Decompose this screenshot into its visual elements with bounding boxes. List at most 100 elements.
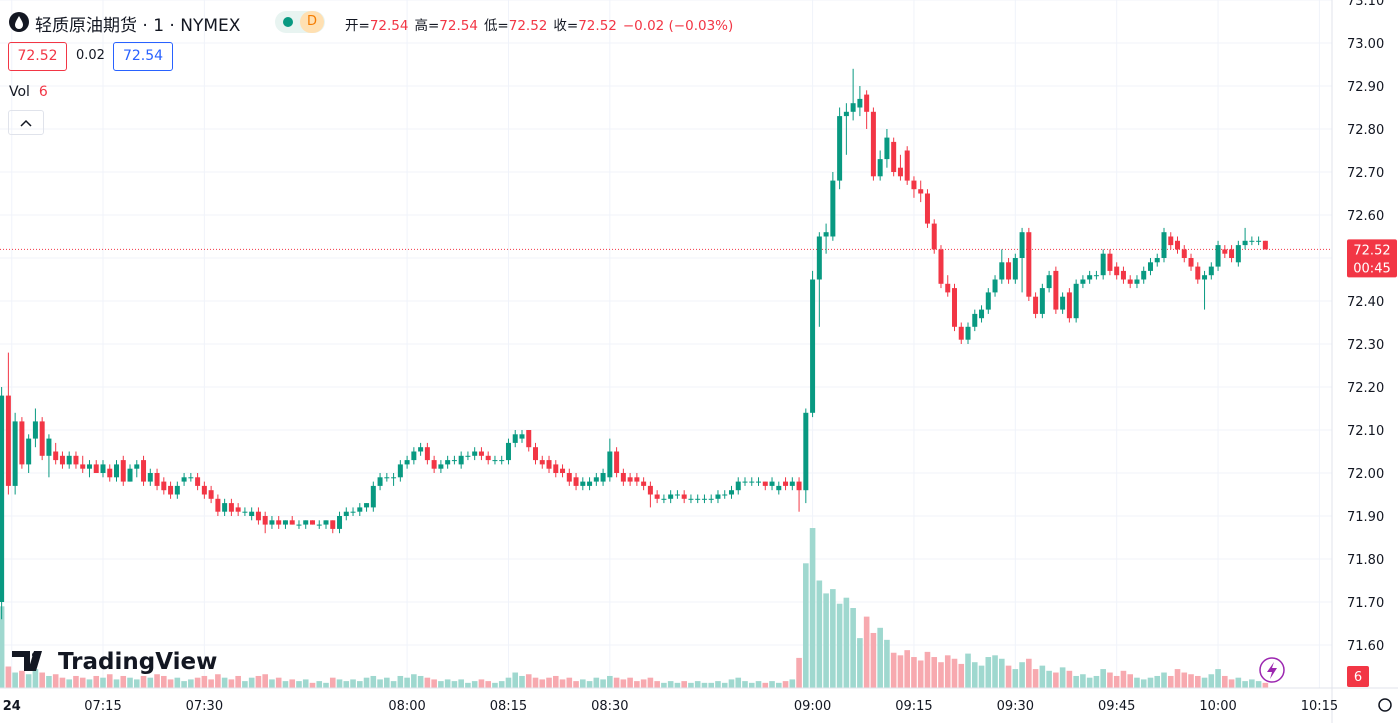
volume-bar bbox=[309, 682, 316, 688]
candle-body bbox=[0, 395, 5, 602]
candle-body bbox=[303, 520, 309, 525]
volume-tag: 6 bbox=[1354, 670, 1362, 685]
candle-body bbox=[580, 481, 586, 486]
volume-bar bbox=[1100, 669, 1106, 688]
volume-bar bbox=[593, 677, 600, 688]
candle-body bbox=[370, 485, 376, 508]
volume-bar bbox=[390, 681, 397, 688]
candle-body bbox=[668, 494, 674, 499]
volume-bar bbox=[336, 679, 343, 688]
candle-body bbox=[1120, 270, 1126, 280]
candle-body bbox=[39, 421, 45, 456]
candle-body bbox=[749, 481, 755, 483]
candle-body bbox=[1127, 279, 1133, 284]
candle-body bbox=[1046, 275, 1052, 289]
candle-body bbox=[837, 116, 843, 181]
volume-bar bbox=[539, 679, 546, 688]
candle-body bbox=[161, 481, 167, 491]
x-tick-label: 08:15 bbox=[490, 699, 527, 714]
volume-bar bbox=[559, 679, 566, 688]
candle-body bbox=[1195, 266, 1201, 280]
candle-body bbox=[1168, 236, 1174, 246]
volume-bar bbox=[600, 679, 606, 688]
candle-body bbox=[728, 490, 734, 495]
volume-bar bbox=[721, 682, 728, 688]
candle-body bbox=[134, 464, 140, 469]
candle-body bbox=[1060, 296, 1066, 310]
volume-bar bbox=[181, 681, 187, 688]
ask-button[interactable]: 72.54 bbox=[113, 42, 173, 71]
x-tick-label: 09:00 bbox=[794, 699, 831, 714]
x-tick-label: 09:30 bbox=[997, 699, 1034, 714]
volume-bar bbox=[917, 660, 924, 688]
candle-body bbox=[1080, 279, 1086, 284]
status-badge[interactable]: D bbox=[275, 11, 325, 33]
candle-body bbox=[951, 288, 957, 327]
volume-bar bbox=[133, 679, 140, 688]
volume-bar bbox=[951, 658, 958, 688]
candle-body bbox=[364, 503, 370, 508]
candle-body bbox=[870, 111, 876, 177]
candle-body bbox=[918, 189, 924, 194]
candle-body bbox=[316, 524, 322, 526]
candle-body bbox=[26, 438, 32, 465]
candle-body bbox=[823, 232, 829, 237]
volume-bar bbox=[681, 681, 687, 688]
candle-body bbox=[107, 468, 113, 478]
candle-body bbox=[66, 455, 72, 465]
candle-body bbox=[276, 520, 282, 525]
volume-bar bbox=[870, 632, 877, 688]
candle-body bbox=[269, 520, 275, 525]
volume-bar bbox=[275, 677, 282, 688]
volume-bar bbox=[451, 681, 458, 688]
candle-body bbox=[147, 473, 153, 482]
volume-bar bbox=[1019, 662, 1025, 688]
candle-body bbox=[1181, 249, 1187, 258]
volume-bar bbox=[302, 679, 309, 688]
candle-body bbox=[843, 111, 849, 117]
candle-body bbox=[86, 464, 92, 469]
candle-body bbox=[526, 430, 532, 448]
volume-bar bbox=[323, 682, 329, 688]
volume-bar bbox=[735, 677, 742, 688]
volume-bar bbox=[512, 672, 519, 688]
y-tick-label: 72.40 bbox=[1347, 295, 1384, 310]
ohlc-legend: 开=72.54 高=72.54 低=72.52 收=72.52 −0.02 (−0.03… bbox=[345, 14, 733, 34]
candle-body bbox=[1147, 262, 1153, 271]
volume-bar bbox=[431, 679, 437, 688]
candle-body bbox=[546, 460, 552, 469]
volume-bar bbox=[1026, 658, 1032, 688]
candle-body bbox=[438, 464, 444, 469]
volume-bar bbox=[701, 682, 708, 688]
candle-body bbox=[647, 485, 653, 495]
volume-bar bbox=[1059, 667, 1066, 688]
candle-body bbox=[485, 455, 491, 461]
candle-body bbox=[1222, 249, 1228, 254]
candle-body bbox=[924, 193, 930, 224]
candle-body bbox=[1262, 240, 1268, 250]
settings-icon[interactable] bbox=[1378, 698, 1392, 712]
volume-bar bbox=[911, 657, 917, 688]
volume-bar bbox=[978, 665, 985, 688]
candle-body bbox=[53, 451, 59, 461]
volume-bar bbox=[1140, 679, 1147, 688]
candle-body bbox=[891, 141, 897, 172]
candle-body bbox=[1066, 292, 1072, 319]
candle-body bbox=[776, 485, 782, 491]
ohlc-label: 收= bbox=[553, 18, 579, 34]
volume-bar bbox=[221, 677, 228, 688]
candle-body bbox=[424, 447, 430, 461]
volume-bar bbox=[1080, 674, 1086, 688]
volume-bar bbox=[965, 653, 971, 688]
volume-bar bbox=[958, 663, 965, 688]
candle-body bbox=[938, 249, 944, 284]
candle-body bbox=[715, 494, 721, 499]
candle-body bbox=[262, 516, 268, 525]
bid-button[interactable]: 72.52 bbox=[8, 42, 67, 71]
symbol-title[interactable]: 轻质原油期货 · 1 · NYMEX bbox=[35, 16, 241, 36]
candle-body bbox=[242, 511, 248, 513]
volume-bar bbox=[1073, 675, 1079, 688]
collapse-button[interactable] bbox=[8, 110, 44, 135]
volume-bar bbox=[823, 593, 829, 688]
volume-bar bbox=[1120, 670, 1127, 688]
